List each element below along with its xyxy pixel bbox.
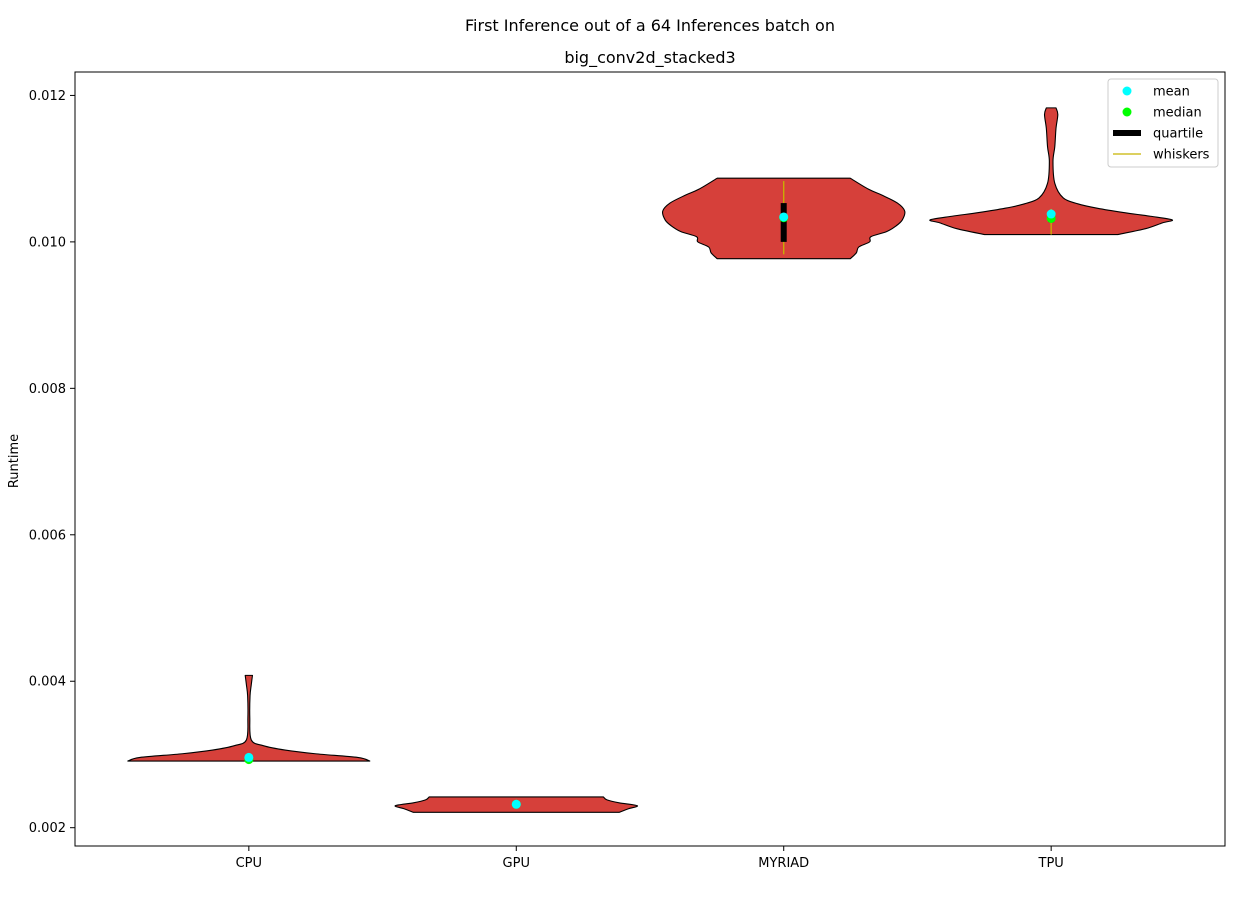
y-tick-label: 0.004 [29,675,66,690]
legend-marker-mean [1122,86,1132,96]
x-tick-label: GPU [503,856,530,871]
x-axis: CPU GPU MYRIAD TPU [236,846,1064,871]
legend-label-whiskers: whiskers [1153,148,1210,163]
legend-marker-quartile [1113,130,1141,136]
chart-title-line2: big_conv2d_stacked3 [564,48,736,67]
y-tick-label: 0.006 [29,528,66,543]
legend-label-mean: mean [1153,85,1190,100]
legend-label-median: median [1153,106,1202,121]
plot-frame [74,71,1226,847]
x-tick-label: MYRIAD [758,856,809,871]
violin-layer [127,107,1174,813]
y-tick-label: 0.010 [29,235,66,250]
violin-tpu [929,107,1174,236]
y-axis: 0.002 0.004 0.006 0.008 0.010 0.012 [29,89,75,836]
legend-marker-median [1122,107,1132,117]
quartile-myriad [780,203,787,242]
legend-box [1107,78,1219,168]
violin-cpu [127,674,371,762]
y-tick-label: 0.002 [29,821,66,836]
x-tick-label: CPU [236,856,262,871]
mean-point-myriad [779,212,789,222]
y-tick-label: 0.012 [29,89,66,104]
y-axis-label: Runtime [7,434,22,488]
mean-point-gpu [511,799,521,809]
mean-point-tpu [1046,209,1056,219]
stats-layer [244,181,1056,809]
y-tick-label: 0.008 [29,382,66,397]
mean-point-cpu [244,752,254,762]
legend-label-quartile: quartile [1153,127,1203,142]
chart-title-line1: First Inference out of a 64 Inferences b… [465,16,835,35]
legend: mean median quartile whiskers [1107,78,1219,168]
x-tick-label: TPU [1038,856,1064,871]
